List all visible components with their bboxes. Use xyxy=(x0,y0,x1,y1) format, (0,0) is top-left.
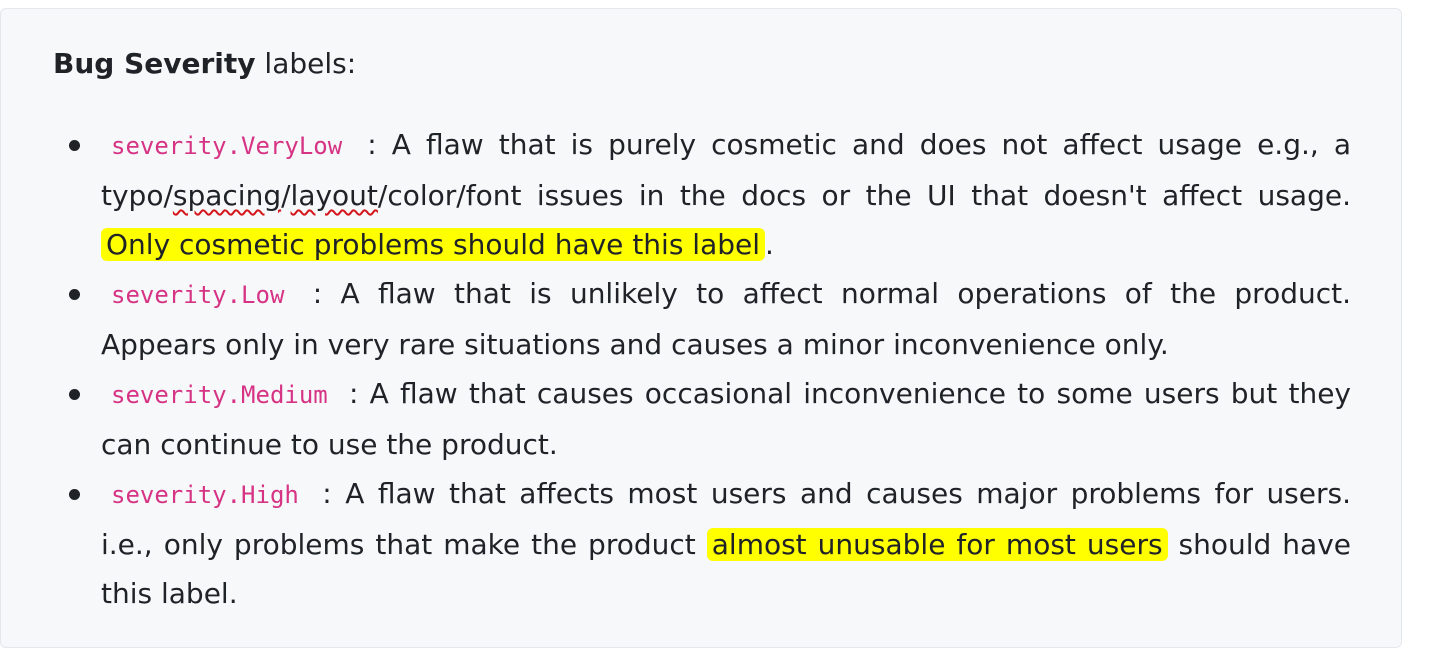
list-item-high: severity.High : A flaw that affects most… xyxy=(69,469,1352,618)
content-panel: Bug Severity labels: severity.VeryLow : … xyxy=(0,8,1402,648)
spellcheck-word[interactable]: spacing xyxy=(172,179,282,212)
bullet-icon xyxy=(69,289,80,300)
highlighted-text: Only cosmetic problems should have this … xyxy=(101,228,766,261)
heading-bold: Bug Severity xyxy=(53,47,256,80)
item-text: : A flaw that is unlikely to affect norm… xyxy=(101,277,1351,361)
code-label: severity.VeryLow xyxy=(111,132,343,160)
item-text: should have this label. xyxy=(101,528,1352,610)
highlighted-text: almost unusable for most users xyxy=(706,528,1168,561)
list-item-low: severity.Low : A flaw that is unlikely t… xyxy=(69,269,1351,369)
item-text: : A flaw that affects most users and cau… xyxy=(101,477,1351,561)
code-label: severity.Low xyxy=(111,281,285,309)
code-label: severity.High xyxy=(111,481,299,509)
severity-list: severity.VeryLow : A flaw that is purely… xyxy=(53,120,1351,618)
item-text: : A flaw that causes occasional inconven… xyxy=(101,377,1351,461)
spellcheck-word[interactable]: layout xyxy=(290,179,378,212)
markdown-body: Bug Severity labels: severity.VeryLow : … xyxy=(53,39,1351,618)
heading-rest: labels: xyxy=(255,47,357,80)
item-text: / xyxy=(281,179,291,212)
list-item-medium: severity.Medium : A flaw that causes occ… xyxy=(69,369,1351,469)
bullet-icon xyxy=(69,140,80,151)
bullet-icon xyxy=(69,489,80,500)
item-text: : A flaw that is purely cosmetic and doe… xyxy=(101,128,1351,212)
bullet-icon xyxy=(69,389,80,400)
section-heading: Bug Severity labels: xyxy=(53,39,1351,88)
code-label: severity.Medium xyxy=(111,381,328,409)
item-text: . xyxy=(765,228,774,261)
item-text: /color/font issues in the docs or the UI… xyxy=(377,179,1351,212)
list-item-verylow: severity.VeryLow : A flaw that is purely… xyxy=(69,120,1351,269)
